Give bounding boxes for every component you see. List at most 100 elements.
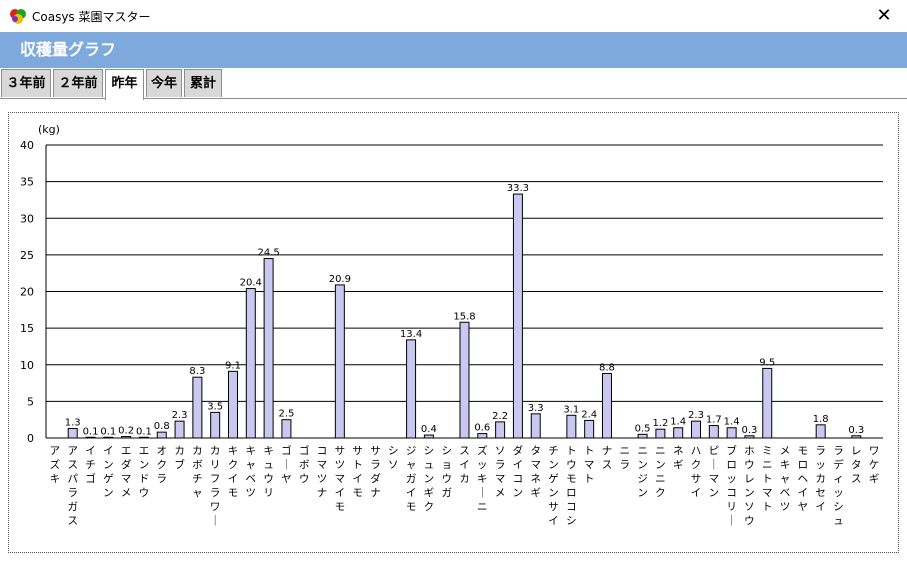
x-tick-label: カリフラワ｜ [210, 445, 221, 527]
x-tick-label: アスパラガス [67, 445, 78, 527]
bar [566, 414, 577, 439]
x-tick-label: ピ｜マン [709, 445, 720, 499]
x-tick-label: エダマメ [121, 445, 132, 499]
data-label: 3.3 [528, 403, 544, 414]
bar [655, 428, 666, 439]
x-tick-label: スイカ [459, 445, 470, 485]
bar [174, 420, 185, 439]
bar [691, 420, 702, 439]
close-button[interactable]: ✕ [861, 0, 907, 32]
data-label: 1.4 [670, 417, 686, 428]
tab-last-year[interactable]: 昨年 [105, 69, 144, 100]
x-tick-label: ダイコン [513, 444, 524, 499]
data-label: 8.8 [599, 363, 615, 374]
x-tick-label: ラディッシュ [833, 445, 844, 527]
y-axis-label: (kg) [38, 123, 60, 136]
bar [673, 427, 684, 439]
bar [210, 411, 221, 439]
data-label: 2.3 [172, 410, 188, 421]
x-tick-label: モロヘイヤ [798, 445, 809, 513]
x-tick-label: ネギ [673, 445, 684, 471]
x-tick-label: ショウガ [441, 445, 452, 499]
x-tick-label: ブロッコリ｜ [726, 444, 737, 527]
bar [263, 258, 274, 439]
x-tick-label: ミニトマト [762, 445, 773, 513]
x-tick-label: シソ [388, 445, 399, 471]
window-title: Coasys 菜園マスター [32, 10, 151, 24]
x-tick-label: キュウリ [263, 445, 274, 499]
data-label: 2.4 [581, 409, 597, 420]
harvest-bar-chart: 0 5 10 15 20 25 30 35 40 (kg) アズキ 1.3 アスパラガス 0.1 イチゴ 0.… [20, 123, 883, 527]
bar [637, 433, 648, 439]
x-tick-label: ニンニク [655, 445, 666, 499]
data-label: 24.5 [257, 248, 279, 259]
data-label: 13.4 [400, 329, 422, 340]
x-tick-label: オクラ [157, 445, 168, 485]
x-tick-label: トマト [584, 445, 595, 485]
app-logo-icon [10, 9, 26, 24]
data-label: 0.8 [154, 421, 170, 432]
data-label: 9.5 [759, 357, 775, 368]
x-tick-label: ニラ [620, 445, 631, 471]
data-label: 0.1 [100, 426, 116, 437]
bar [334, 284, 345, 439]
bar [406, 339, 417, 439]
x-tick-label: メキャベツ [780, 445, 791, 513]
y-tick-label: 35 [20, 176, 34, 189]
x-tick-label: インゲン [103, 445, 114, 499]
y-tick-label: 20 [20, 286, 34, 299]
tab-cumulative[interactable]: 累計 [184, 69, 222, 97]
bar [512, 193, 523, 439]
page-title: 収穫量グラフ [20, 40, 117, 59]
y-tick-label: 5 [27, 395, 34, 408]
x-tick-label: キャベツ [246, 445, 256, 499]
x-tick-label: ジャガイモ [406, 445, 417, 513]
data-label: 0.6 [474, 423, 490, 434]
data-label: 0.2 [118, 426, 134, 437]
x-tick-label: ワケギ [869, 445, 880, 485]
x-tick-label: ナス [602, 445, 613, 471]
data-label: 0.4 [421, 424, 437, 435]
y-tick-label: 15 [20, 322, 34, 335]
x-tick-label: アズキ [50, 445, 61, 485]
x-tick-label: カブ [174, 445, 185, 471]
bar [726, 427, 737, 439]
data-label: 2.5 [278, 409, 294, 420]
tab-2-years-ago[interactable]: ２年前 [53, 69, 103, 97]
bar [708, 425, 719, 439]
bar [601, 373, 612, 439]
x-tick-label: ニンジン [637, 445, 648, 499]
bar [815, 424, 826, 439]
x-tick-label: ホウレンソウ [744, 445, 755, 527]
tab-this-year[interactable]: 今年 [146, 69, 182, 97]
bar [459, 321, 470, 439]
x-tick-label: ハクサイ [691, 445, 702, 499]
y-tick-label: 25 [20, 249, 34, 262]
y-tick-label: 10 [20, 359, 34, 372]
data-label: 20.9 [329, 274, 351, 285]
data-label: 8.3 [189, 366, 205, 377]
x-tick-label: チンゲンサイ [548, 445, 559, 527]
close-icon: ✕ [876, 5, 892, 26]
header-band: 収穫量グラフ [0, 32, 907, 68]
bar [477, 433, 488, 439]
y-tick-label: 0 [27, 432, 34, 445]
bar [495, 421, 506, 439]
tab-3-years-ago[interactable]: ３年前 [1, 69, 51, 97]
title-bar: Coasys 菜園マスター ✕ [0, 0, 907, 32]
data-label: 0.3 [848, 425, 864, 436]
x-tick-label: キクイモ [228, 445, 239, 499]
data-label: 2.2 [492, 411, 508, 422]
data-label: 15.8 [453, 311, 475, 322]
data-label: 0.1 [83, 426, 99, 437]
data-label: 20.4 [240, 278, 262, 289]
data-label: 1.3 [65, 417, 81, 428]
bar [281, 419, 292, 439]
data-label: 0.1 [136, 426, 152, 437]
x-tick-label: シュンギク [424, 445, 435, 513]
x-tick-label: タマネギ [530, 445, 541, 499]
x-tick-label: カボチャ [192, 445, 203, 499]
y-tick-label: 40 [20, 139, 34, 152]
x-tick-label: ズッキ｜ニ [477, 444, 488, 513]
data-label: 1.2 [652, 418, 668, 429]
